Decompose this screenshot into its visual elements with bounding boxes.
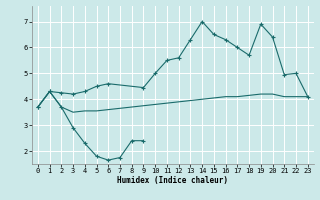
X-axis label: Humidex (Indice chaleur): Humidex (Indice chaleur) bbox=[117, 176, 228, 185]
